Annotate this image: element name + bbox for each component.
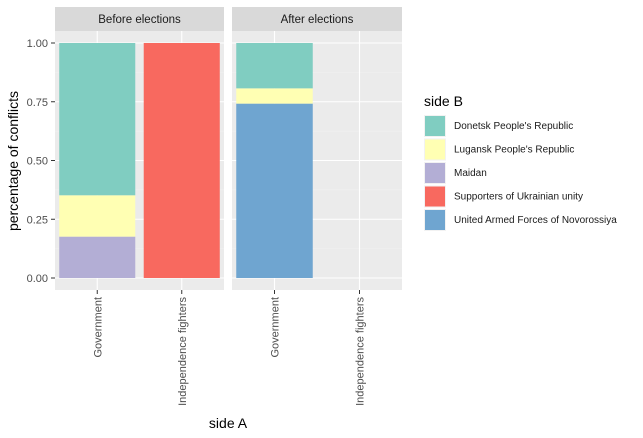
legend-label: Supporters of Ukrainian unity <box>454 192 583 203</box>
x-tick-label: Independence fighters <box>177 297 189 406</box>
legend-label: Maidan <box>454 168 487 179</box>
x-tick-label: Government <box>270 297 282 358</box>
legend-swatch <box>425 163 445 183</box>
panel-1: Before elections Government Independence f… <box>55 7 224 406</box>
bar-segment <box>59 43 136 196</box>
panel-strip <box>232 7 402 31</box>
legend: side B Donetsk People's Republic Lugansk … <box>424 93 617 231</box>
y-axis-title: percentage of conflicts <box>5 91 21 231</box>
bar-segment <box>143 43 220 278</box>
x-tick-label: Government <box>92 297 104 358</box>
legend-swatch <box>425 139 445 160</box>
panel-title: After elections <box>281 14 354 26</box>
y-tick-label: 0.75 <box>27 97 48 109</box>
legend-swatch <box>425 210 445 230</box>
legend-label: Donetsk People's Republic <box>454 121 573 132</box>
panel-title: Before elections <box>98 14 181 26</box>
x-axis-title: side A <box>209 415 248 431</box>
legend-title: side B <box>424 93 463 109</box>
panel-2: After elections Government Independence fi… <box>232 7 402 406</box>
panels-layer: Before elections Government Independence f… <box>55 7 402 406</box>
y-tick-label: 0.25 <box>27 214 48 226</box>
legend-label: Lugansk People's Republic <box>454 145 574 156</box>
y-axis: 0.00 0.25 0.50 0.75 1.00 <box>27 38 55 285</box>
y-tick-label: 1.00 <box>27 38 48 50</box>
y-tick-label: 0.00 <box>27 273 48 285</box>
legend-swatch <box>425 116 445 136</box>
legend-swatch <box>425 186 445 207</box>
bar-segment <box>59 236 136 278</box>
panel-strip <box>55 7 224 31</box>
bar-segment <box>236 103 313 278</box>
y-tick-label: 0.50 <box>27 156 48 168</box>
bar-segment <box>59 195 136 237</box>
bar-segment <box>236 88 313 104</box>
x-tick-label: Independence fighters <box>355 297 367 406</box>
legend-label: United Armed Forces of Novorossiya <box>454 215 617 226</box>
bar-segment <box>236 43 313 89</box>
